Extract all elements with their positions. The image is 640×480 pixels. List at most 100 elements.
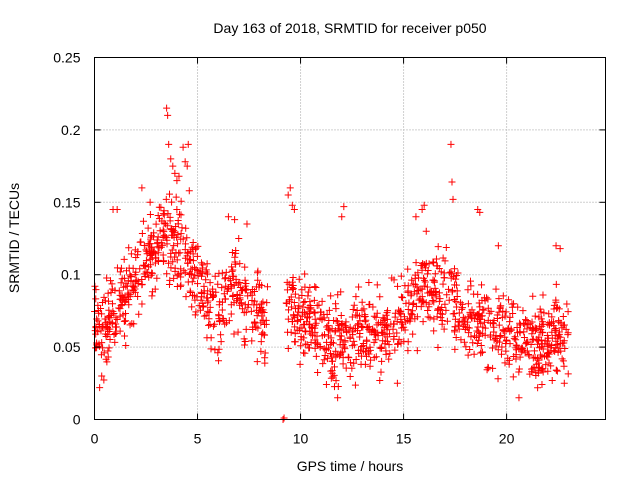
data-point [469,339,477,347]
data-point [141,273,149,281]
data-point [480,294,488,302]
chart-title: Day 163 of 2018, SRMTID for receiver p05… [213,20,486,36]
data-point [512,336,520,344]
data-point [351,381,359,389]
data-point [413,313,421,321]
data-point [190,274,198,282]
data-point [231,253,239,261]
data-point [490,336,498,344]
data-point [474,323,482,331]
data-point [429,297,437,305]
data-point [510,352,518,360]
data-point [291,290,299,298]
data-point [232,260,240,268]
data-point [425,300,433,308]
data-point [294,316,302,324]
data-point [390,320,398,328]
data-point [559,357,567,365]
data-point [263,283,271,291]
data-point [347,359,355,367]
data-point [295,294,303,302]
data-point [337,350,345,358]
data-point [310,296,318,304]
data-point [386,349,394,357]
data-point [334,317,342,325]
data-point [297,342,305,350]
data-point [301,283,309,291]
data-point [372,313,380,321]
data-point [317,308,325,316]
data-point [159,210,167,218]
data-point [509,373,517,381]
data-point [544,353,552,361]
data-point [466,310,474,318]
data-point [337,336,345,344]
data-point [283,299,291,307]
data-point [376,377,384,385]
data-point [188,292,196,300]
data-point [529,365,537,373]
data-point [227,310,235,318]
data-point [164,111,172,119]
data-point [143,247,151,255]
data-point [478,281,486,289]
data-point [211,320,219,328]
data-point [492,342,500,350]
data-point [447,140,455,148]
data-point [514,303,522,311]
data-point [234,328,242,336]
data-point [451,345,459,353]
data-point [451,326,459,334]
data-point [545,310,553,318]
data-point [539,291,547,299]
data-point [145,273,153,281]
data-point [321,331,329,339]
data-point [99,299,107,307]
data-point [439,280,447,288]
data-point [141,262,149,270]
data-point [251,318,259,326]
data-point [191,311,199,319]
data-point [147,251,155,259]
data-point [487,307,495,315]
data-point [301,270,309,278]
data-point [499,307,507,315]
data-point [318,315,326,323]
data-point [556,245,564,253]
data-point [412,259,420,267]
data-point [415,296,423,304]
data-point [105,313,113,321]
data-point [486,319,494,327]
data-point [302,328,310,336]
data-point [97,304,105,312]
data-point [117,295,125,303]
data-point [212,288,220,296]
data-point [181,269,189,277]
data-point [440,269,448,277]
data-point [555,330,563,338]
data-point [505,296,513,304]
data-point [117,264,125,272]
data-point [501,333,509,341]
data-point [564,370,572,378]
data-point [171,253,179,261]
data-point [156,227,164,235]
data-point [359,342,367,350]
data-point [365,279,373,287]
data-point [236,279,244,287]
data-point [404,306,412,314]
data-point [101,297,109,305]
data-point [539,329,547,337]
data-point [484,363,492,371]
data-point [171,228,179,236]
y-tick-labels: 0 0.05 0.1 0.15 0.2 0.25 [53,50,80,428]
data-point [261,349,269,357]
data-point [241,337,249,345]
data-point [225,317,233,325]
data-point [525,351,533,359]
data-point [424,313,432,321]
data-point [357,352,365,360]
data-point [377,368,385,376]
data-point [334,394,342,402]
data-point [296,360,304,368]
